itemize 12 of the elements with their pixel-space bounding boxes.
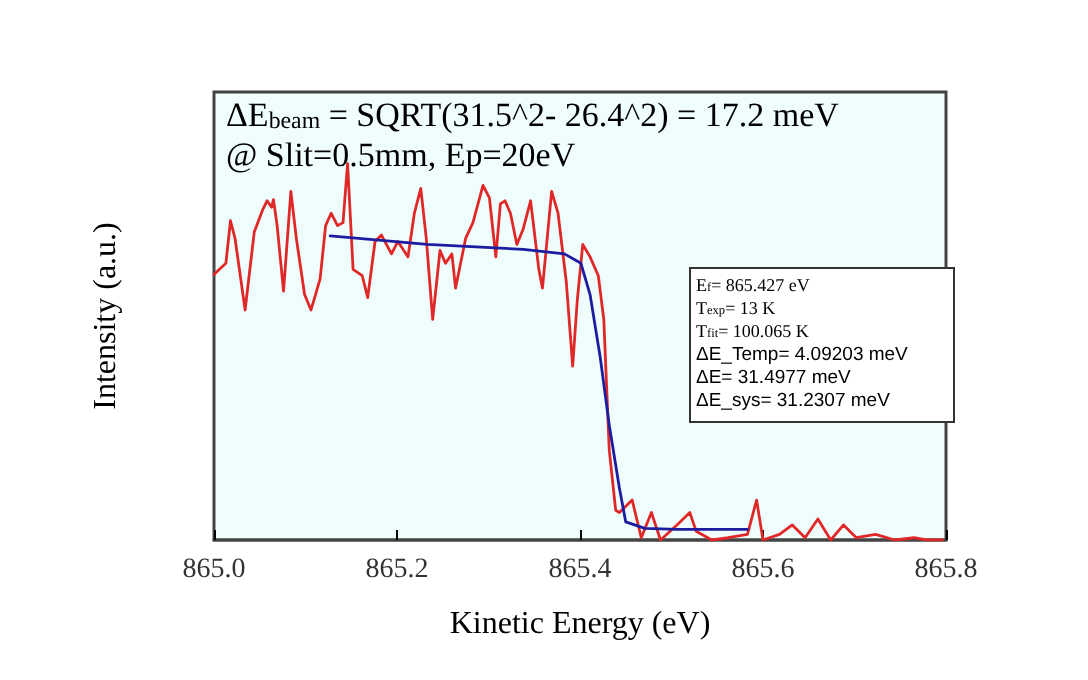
x-tick-label: 865.6 xyxy=(731,555,795,585)
annotation: ΔE= 31.4977 meV xyxy=(696,367,853,389)
text: ΔEbeam = SQRT(31.5^2- 26.4^2) = 17.2 meV xyxy=(226,96,841,135)
x-tick-label: 865.0 xyxy=(182,555,246,585)
x-axis-title: Kinetic Energy (eV) xyxy=(449,607,711,641)
annotation: ΔE_Temp= 4.09203 meV xyxy=(696,344,910,366)
annotation: @ Slit=0.5mm, Ep=20eV xyxy=(226,136,577,174)
x-tick-label: 865.4 xyxy=(548,555,612,585)
annotation: ΔE_sys= 31.2307 meV xyxy=(696,390,892,412)
x-tick-label: 865.2 xyxy=(365,555,429,585)
x-tick-label: 865.8 xyxy=(914,555,978,585)
y-axis-title: Intensity (a.u.) xyxy=(89,222,123,410)
